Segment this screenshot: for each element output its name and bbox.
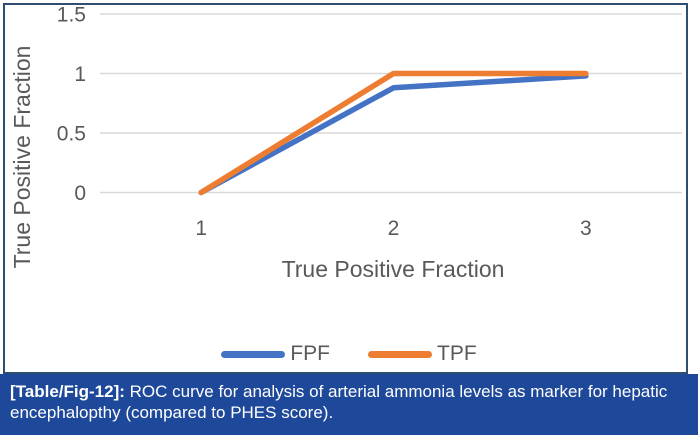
legend-swatch-tpf [368, 350, 432, 358]
chart-legend: FPF TPF [0, 342, 698, 366]
roc-line-chart: 0 0.5 1 1.5 1 2 3 [57, 4, 682, 240]
x-tick-labels: 1 2 3 [195, 217, 591, 240]
y-tick-0.5: 0.5 [57, 123, 86, 146]
gridlines [100, 13, 682, 194]
caption-label: [Table/Fig-12]: [10, 382, 125, 401]
chart-frame [3, 3, 688, 374]
fpf-line [198, 73, 589, 196]
x-tick-1: 1 [195, 217, 207, 240]
legend-label-tpf: TPF [437, 342, 477, 365]
legend-item-tpf: TPF [368, 342, 477, 366]
legend-label-fpf: FPF [290, 342, 330, 365]
caption-text: ROC curve for analysis of arterial ammon… [10, 382, 668, 422]
legend-item-fpf: FPF [221, 342, 330, 366]
figure-caption: [Table/Fig-12]: ROC curve for analysis o… [0, 374, 698, 435]
y-axis-title: True Positive Fraction [9, 45, 35, 269]
x-tick-3: 3 [580, 217, 592, 240]
tpf-line [198, 70, 589, 196]
y-tick-labels: 0 0.5 1 1.5 [57, 4, 86, 206]
y-tick-0: 0 [74, 182, 86, 205]
legend-swatch-fpf [221, 350, 286, 358]
x-axis-title: True Positive Fraction [281, 256, 505, 282]
x-tick-2: 2 [388, 217, 400, 240]
y-tick-1: 1 [74, 63, 86, 86]
y-tick-1.5: 1.5 [57, 4, 86, 27]
